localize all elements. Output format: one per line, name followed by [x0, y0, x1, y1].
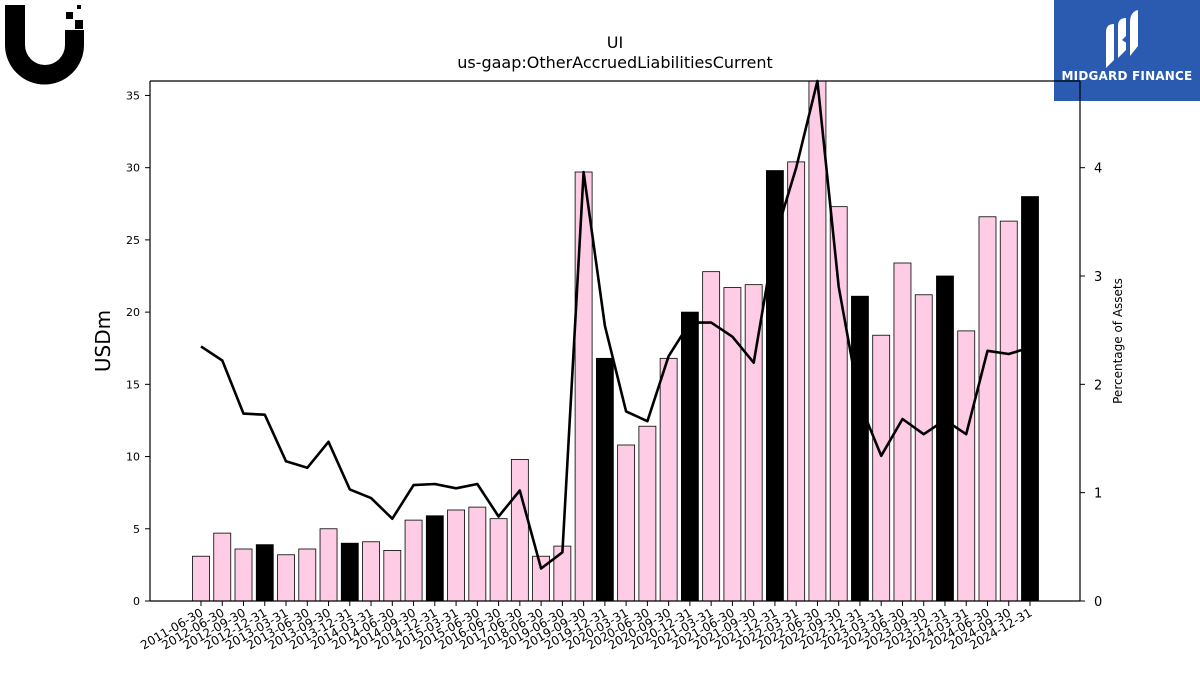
bar: [680, 311, 699, 602]
y-tick-label: 25: [126, 234, 140, 247]
bar: [383, 550, 402, 602]
bar: [277, 554, 295, 602]
bar: [829, 206, 848, 602]
y2-tick-label: 0: [1094, 595, 1102, 610]
bar-series: [192, 80, 1039, 602]
y-tick-label: 35: [126, 89, 140, 102]
y2-tick-label: 4: [1094, 162, 1102, 177]
y2-tick-label: 3: [1094, 270, 1102, 285]
bar: [319, 528, 338, 602]
bar: [851, 295, 869, 602]
bar: [617, 444, 636, 602]
bar: [808, 80, 827, 602]
y-tick-label: 20: [126, 306, 140, 319]
bar: [659, 357, 678, 602]
bar: [702, 271, 721, 602]
bar: [255, 544, 274, 602]
ubiquiti-u-icon: [5, 5, 84, 85]
y2-tick-label: 1: [1094, 487, 1102, 502]
y-tick-label: 15: [126, 378, 140, 391]
bar: [574, 171, 593, 602]
chart-title: UI: [607, 33, 623, 52]
bar: [404, 519, 423, 602]
assets-pct-line: [200, 79, 1031, 570]
bar: [192, 555, 210, 602]
bar: [468, 506, 487, 602]
axes: 05101520253035012342011-06-302012-06-302…: [126, 80, 1102, 652]
midgard-finance-logo: MIDGARD FINANCE: [1054, 0, 1200, 101]
y-tick-label: 30: [126, 162, 140, 175]
bar: [425, 515, 444, 602]
bar: [787, 161, 806, 602]
bar: [978, 216, 997, 602]
y-axis-label: USDm: [91, 310, 115, 372]
midgard-brand-text: MIDGARD FINANCE: [1061, 69, 1193, 83]
bar: [723, 287, 742, 602]
bar: [234, 548, 253, 602]
bar: [595, 357, 614, 602]
y-tick-label: 0: [133, 595, 140, 608]
bar: [936, 275, 954, 602]
y-tick-label: 10: [126, 451, 140, 464]
bar: [510, 459, 529, 602]
bar: [893, 262, 912, 602]
bar: [872, 334, 891, 602]
ubiquiti-logo: [0, 0, 100, 90]
midgard-mark-icon: [1106, 10, 1138, 68]
y-tick-label: 5: [133, 523, 140, 536]
bar: [999, 220, 1018, 602]
bar: [957, 330, 976, 602]
bar: [914, 294, 933, 602]
bar: [1021, 196, 1039, 602]
bar: [638, 425, 657, 602]
chart-subtitle: us-gaap:OtherAccruedLiabilitiesCurrent: [457, 53, 773, 72]
bar: [340, 542, 359, 602]
line-series: [200, 79, 1031, 570]
bar: [489, 518, 508, 602]
bar: [447, 509, 465, 602]
bar: [553, 545, 572, 602]
bar: [213, 532, 232, 602]
bar: [362, 541, 380, 602]
y2-axis-label: Percentage of Assets: [1111, 278, 1125, 404]
y2-tick-label: 2: [1094, 378, 1102, 393]
bar: [298, 548, 317, 602]
